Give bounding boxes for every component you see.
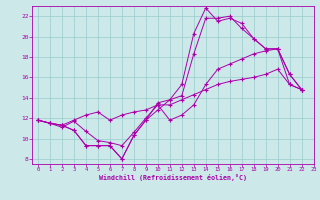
X-axis label: Windchill (Refroidissement éolien,°C): Windchill (Refroidissement éolien,°C) xyxy=(99,174,247,181)
